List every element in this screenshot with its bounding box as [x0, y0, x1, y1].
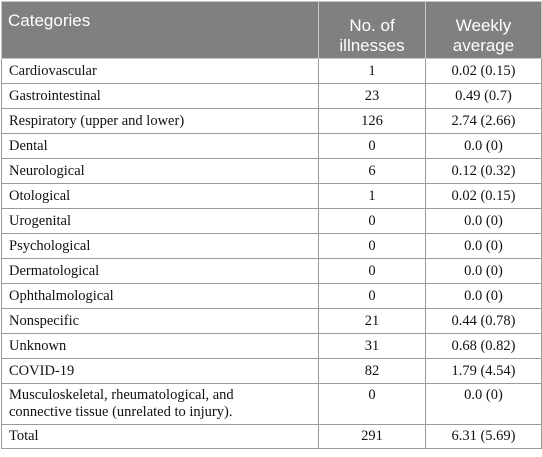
- illness-count-cell: 23: [318, 83, 426, 109]
- category-cell: COVID-19: [1, 358, 319, 384]
- table-row: Psychological 0 0.0 (0): [1, 233, 542, 259]
- category-cell: Otological: [1, 183, 319, 209]
- table-row: Respiratory (upper and lower) 126 2.74 (…: [1, 108, 542, 134]
- weekly-average-cell: 0.68 (0.82): [425, 333, 542, 359]
- illness-count-cell: 126: [318, 108, 426, 134]
- total-row: Total 291 6.31 (5.69): [1, 424, 542, 449]
- table-row: Neurological 6 0.12 (0.32): [1, 158, 542, 184]
- weekly-average-cell: 1.79 (4.54): [425, 358, 542, 384]
- table-row: Gastrointestinal 23 0.49 (0.7): [1, 83, 542, 109]
- weekly-average-cell: 2.74 (2.66): [425, 108, 542, 134]
- illness-count-cell: 1: [318, 183, 426, 209]
- illness-count-cell: 0: [318, 233, 426, 259]
- category-cell: Gastrointestinal: [1, 83, 319, 109]
- column-header-categories: Categories: [1, 1, 319, 59]
- category-cell: Dermatological: [1, 258, 319, 284]
- weekly-average-cell: 0.0 (0): [425, 133, 542, 159]
- weekly-average-cell: 0.12 (0.32): [425, 158, 542, 184]
- illness-count-cell: 0: [318, 208, 426, 234]
- table-header-row: Categories No. of illnesses Weekly avera…: [1, 1, 542, 59]
- table-row: Otological 1 0.02 (0.15): [1, 183, 542, 209]
- weekly-average-cell: 0.49 (0.7): [425, 83, 542, 109]
- column-header-weekly-average-line2: average: [452, 36, 515, 55]
- weekly-average-cell: 0.0 (0): [425, 283, 542, 309]
- category-cell: Dental: [1, 133, 319, 159]
- column-header-illness-count-line1: No. of: [349, 16, 395, 35]
- weekly-average-cell: 0.0 (0): [425, 208, 542, 234]
- illness-count-cell: 82: [318, 358, 426, 384]
- category-cell: Musculoskeletal, rheumatological, and co…: [1, 383, 319, 425]
- table-row: Unknown 31 0.68 (0.82): [1, 333, 542, 359]
- illness-count-cell: 1: [318, 58, 426, 84]
- category-cell: Respiratory (upper and lower): [1, 108, 319, 134]
- category-cell: Urogenital: [1, 208, 319, 234]
- category-cell: Unknown: [1, 333, 319, 359]
- table-row: Musculoskeletal, rheumatological, and co…: [1, 383, 542, 425]
- table-row: Dental 0 0.0 (0): [1, 133, 542, 159]
- table-row: Nonspecific 21 0.44 (0.78): [1, 308, 542, 334]
- weekly-average-cell: 0.0 (0): [425, 258, 542, 284]
- illness-count-cell: 21: [318, 308, 426, 334]
- weekly-average-cell: 0.02 (0.15): [425, 183, 542, 209]
- illness-count-cell: 31: [318, 333, 426, 359]
- total-average-cell: 6.31 (5.69): [425, 424, 542, 449]
- weekly-average-cell: 0.0 (0): [425, 383, 542, 425]
- total-label-cell: Total: [1, 424, 319, 449]
- weekly-average-cell: 0.44 (0.78): [425, 308, 542, 334]
- table-row: Cardiovascular 1 0.02 (0.15): [1, 58, 542, 84]
- column-header-illness-count-line2: illnesses: [339, 36, 405, 55]
- column-header-weekly-average: Weekly average: [425, 1, 542, 59]
- category-cell-line2: connective tissue (unrelated to injury).: [9, 404, 233, 420]
- weekly-average-cell: 0.02 (0.15): [425, 58, 542, 84]
- table-row: Dermatological 0 0.0 (0): [1, 258, 542, 284]
- table-row: COVID-19 82 1.79 (4.54): [1, 358, 542, 384]
- column-header-illness-count: No. of illnesses: [318, 1, 426, 59]
- illness-count-cell: 0: [318, 258, 426, 284]
- table-row: Urogenital 0 0.0 (0): [1, 208, 542, 234]
- illness-count-cell: 0: [318, 283, 426, 309]
- column-header-weekly-average-line1: Weekly: [455, 16, 512, 35]
- illness-table: Categories No. of illnesses Weekly avera…: [1, 1, 542, 449]
- weekly-average-cell: 0.0 (0): [425, 233, 542, 259]
- illness-count-cell: 0: [318, 133, 426, 159]
- category-cell: Neurological: [1, 158, 319, 184]
- table-row: Ophthalmological 0 0.0 (0): [1, 283, 542, 309]
- category-cell: Cardiovascular: [1, 58, 319, 84]
- category-cell-line1: Musculoskeletal, rheumatological, and: [9, 387, 234, 403]
- category-cell: Nonspecific: [1, 308, 319, 334]
- illness-count-cell: 6: [318, 158, 426, 184]
- category-cell: Ophthalmological: [1, 283, 319, 309]
- illness-count-cell: 0: [318, 383, 426, 425]
- total-count-cell: 291: [318, 424, 426, 449]
- category-cell: Psychological: [1, 233, 319, 259]
